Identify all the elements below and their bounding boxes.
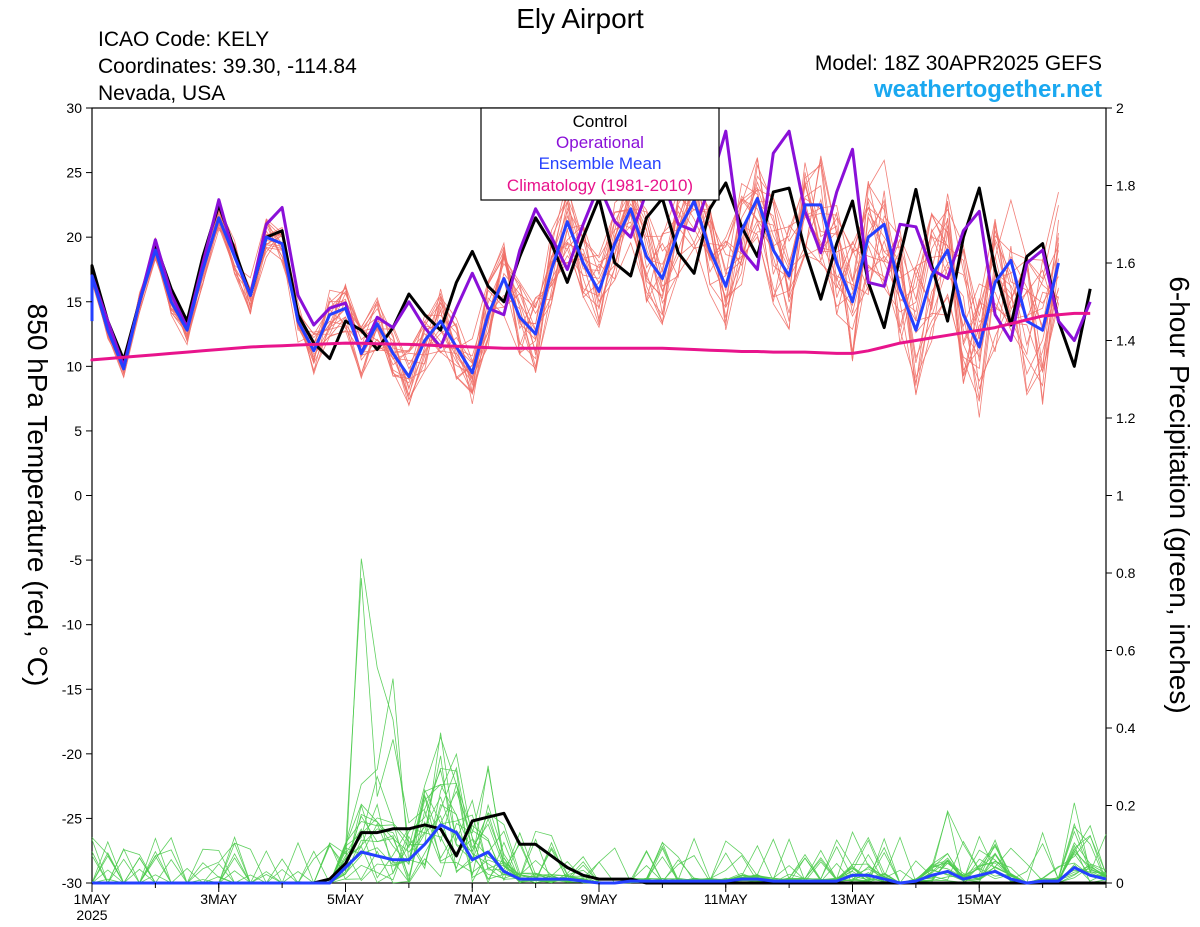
legend-control: Control — [573, 112, 628, 131]
legend: Control Operational Ensemble Mean Climat… — [480, 107, 720, 201]
legend-box — [480, 107, 720, 201]
precip-member-line — [91, 578, 1107, 884]
y-tick-label-left: 5 — [74, 423, 82, 439]
x-tick-label: 15MAY — [957, 891, 1003, 907]
precip-member-line — [91, 678, 1107, 884]
legend-ensemble-mean: Ensemble Mean — [539, 154, 662, 173]
y-tick-label-right: 0 — [1116, 875, 1124, 891]
icao-code: ICAO Code: KELY — [98, 28, 270, 51]
y-tick-label-left: 30 — [66, 100, 82, 116]
precip-member-line — [91, 735, 1107, 884]
climatology-temperature-line — [90, 311, 1091, 362]
precip-member-line — [92, 732, 1107, 884]
y-tick-label-left: -30 — [62, 875, 82, 891]
y-tick-label-right: 1.4 — [1116, 333, 1136, 349]
precip-member-line — [92, 784, 1107, 884]
y-tick-label-left: 20 — [66, 229, 82, 245]
y-tick-label-right: 2 — [1116, 100, 1124, 116]
y-tick-label-left: -15 — [62, 681, 82, 697]
y-tick-label-right: 1.2 — [1116, 410, 1136, 426]
region: Nevada, USA — [98, 82, 226, 105]
y-tick-label-right: 1.8 — [1116, 178, 1136, 194]
x-tick-sublabel: 2025 — [76, 907, 107, 923]
y-tick-label-left: 10 — [66, 358, 82, 374]
y-tick-label-right: 1 — [1116, 488, 1124, 504]
model-run: Model: 18Z 30APR2025 GEFS — [814, 52, 1102, 75]
axes: 302520151050-5-10-15-20-25-3021.81.61.41… — [62, 100, 1136, 923]
site-link[interactable]: weathertogether.net — [873, 76, 1102, 103]
x-tick-label: 11MAY — [704, 891, 748, 907]
temperature-member-line — [91, 164, 1059, 401]
coordinates: Coordinates: 39.30, -114.84 — [98, 55, 357, 78]
x-tick-label: 5MAY — [327, 891, 365, 907]
y-tick-label-left: -5 — [70, 552, 83, 568]
temperature-member-line — [91, 181, 1059, 387]
y-tick-label-left: -25 — [62, 810, 82, 826]
y-tick-label-left: -20 — [62, 746, 82, 762]
x-tick-label: 7MAY — [454, 891, 492, 907]
y-tick-label-right: 0.4 — [1116, 720, 1136, 736]
y-tick-label-right: 0.6 — [1116, 643, 1136, 659]
precip-member-line — [91, 558, 1107, 884]
y-tick-label-right: 1.6 — [1116, 255, 1136, 271]
y-tick-label-left: 25 — [66, 165, 82, 181]
y-axis-label-left: 850 hPa Temperature (red, °C) — [22, 304, 53, 687]
x-tick-label: 1MAY — [73, 891, 111, 907]
ensemble-mean-temperature-line — [90, 196, 1060, 379]
legend-operational: Operational — [556, 133, 644, 152]
y-tick-label-right: 0.8 — [1116, 565, 1136, 581]
x-tick-label: 9MAY — [580, 891, 618, 907]
chart-title: Ely Airport — [516, 3, 644, 34]
temperature-member-line — [91, 183, 1059, 418]
y-tick-label-right: 0.2 — [1116, 798, 1136, 814]
main-series — [90, 129, 1107, 885]
y-tick-label-left: 15 — [66, 294, 82, 310]
x-tick-label: 3MAY — [200, 891, 238, 907]
ensemble-mean-precip-line — [92, 823, 1107, 885]
legend-climatology: Climatology (1981-2010) — [507, 176, 693, 195]
y-tick-label-left: 0 — [74, 488, 82, 504]
x-tick-label: 13MAY — [830, 891, 876, 907]
y-axis-label-right: 6-hour Precipitation (green, inches) — [1164, 276, 1195, 713]
y-tick-label-left: -10 — [62, 617, 82, 633]
